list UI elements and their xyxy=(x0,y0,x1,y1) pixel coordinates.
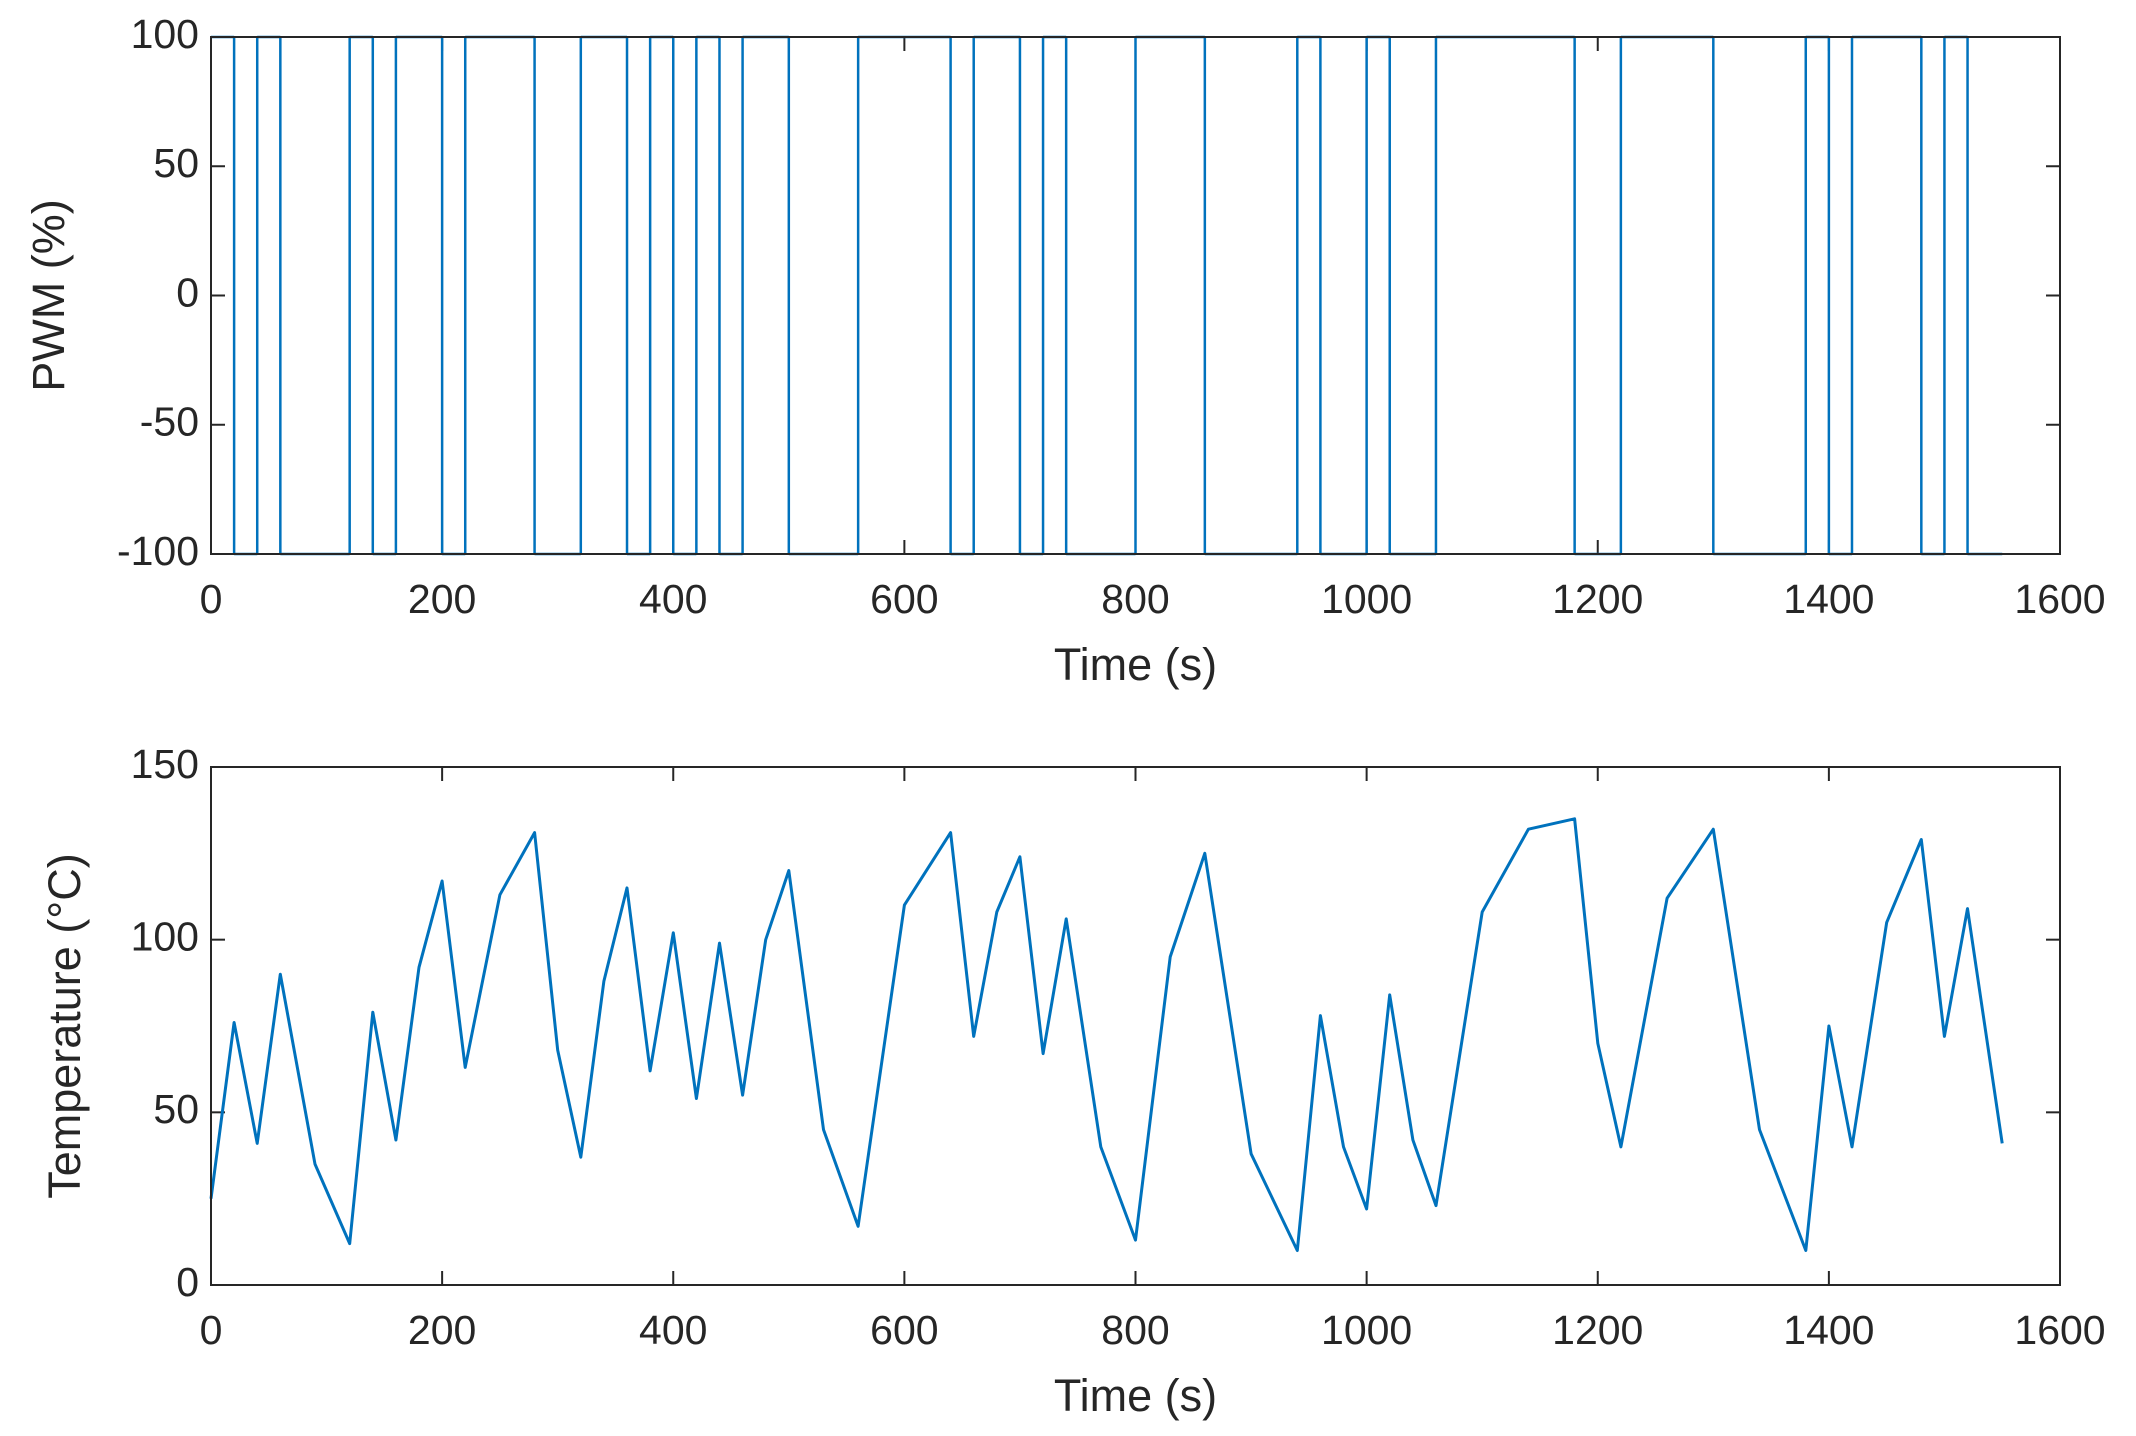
y-tick-label: 100 xyxy=(131,11,199,57)
x-tick-label: 600 xyxy=(870,1307,938,1353)
y-axis-label: PWM (%) xyxy=(23,199,74,391)
x-axis-label: Time (s) xyxy=(1054,639,1217,690)
x-tick-label: 1000 xyxy=(1321,1307,1412,1353)
plot-frame xyxy=(210,36,2061,555)
x-tick-label: 200 xyxy=(408,1307,476,1353)
y-tick-label: 0 xyxy=(176,1259,199,1305)
y-tick-label: 150 xyxy=(131,741,199,787)
y-tick-label: 50 xyxy=(153,1086,199,1132)
y-tick-label: 50 xyxy=(153,140,199,186)
x-tick-label: 0 xyxy=(200,576,223,622)
x-tick-label: 600 xyxy=(870,576,938,622)
y-tick-label: -100 xyxy=(117,528,199,574)
x-tick-label: 1000 xyxy=(1321,576,1412,622)
x-tick-label: 1600 xyxy=(2014,576,2105,622)
plot-frame xyxy=(210,766,2061,1286)
x-tick-label: 1400 xyxy=(1783,576,1874,622)
y-tick-label: 0 xyxy=(176,269,199,315)
x-tick-label: 1600 xyxy=(2014,1307,2105,1353)
x-tick-label: 1400 xyxy=(1783,1307,1874,1353)
x-tick-label: 200 xyxy=(408,576,476,622)
y-tick-label: 100 xyxy=(131,913,199,959)
y-axis-label: Temperature (°C) xyxy=(39,853,90,1199)
x-tick-label: 400 xyxy=(639,1307,707,1353)
x-tick-label: 0 xyxy=(200,1307,223,1353)
data-line xyxy=(209,817,2004,1252)
x-tick-label: 1200 xyxy=(1552,1307,1643,1353)
y-tick-label: -50 xyxy=(140,399,199,445)
x-tick-label: 400 xyxy=(639,576,707,622)
x-tick-label: 1200 xyxy=(1552,576,1643,622)
x-tick-label: 800 xyxy=(1101,576,1169,622)
x-axis-label: Time (s) xyxy=(1054,1370,1217,1421)
x-tick-label: 800 xyxy=(1101,1307,1169,1353)
